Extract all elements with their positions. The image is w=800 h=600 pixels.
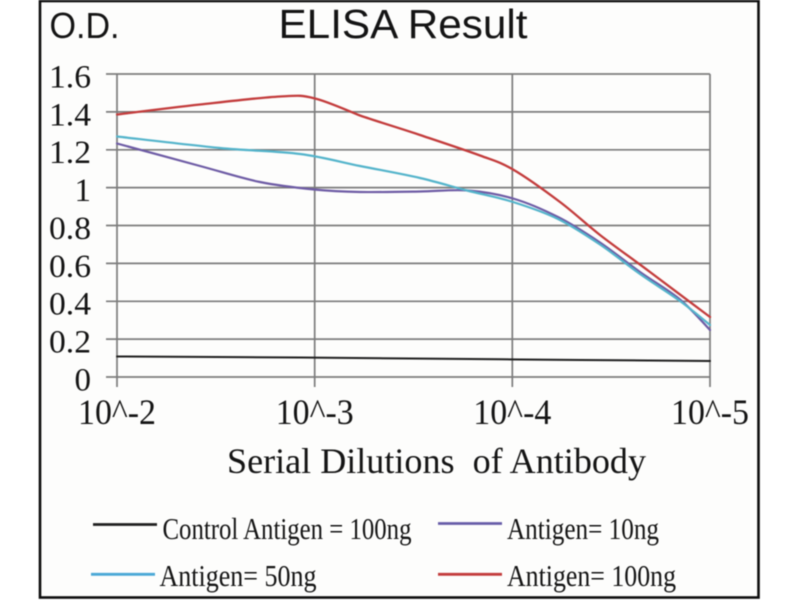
svg-text:1: 1 — [75, 173, 92, 209]
svg-text:O.D.: O.D. — [50, 5, 120, 46]
svg-text:0.2: 0.2 — [49, 325, 91, 361]
svg-text:1.6: 1.6 — [49, 59, 91, 95]
svg-text:Antigen= 10ng: Antigen= 10ng — [507, 511, 659, 546]
svg-text:10^-3: 10^-3 — [276, 392, 354, 432]
svg-text:10^-2: 10^-2 — [78, 392, 156, 432]
svg-text:1.4: 1.4 — [49, 97, 91, 133]
svg-text:10^-4: 10^-4 — [473, 392, 551, 432]
svg-text:1.2: 1.2 — [49, 135, 91, 171]
svg-text:Serial Dilutions of Antibody: Serial Dilutions of Antibody — [227, 441, 646, 481]
svg-text:0: 0 — [75, 362, 92, 398]
svg-text:Antigen= 50ng: Antigen= 50ng — [160, 558, 317, 593]
svg-text:Antigen= 100ng: Antigen= 100ng — [507, 558, 676, 593]
svg-text:ELISA Result: ELISA Result — [279, 1, 529, 47]
svg-text:10^-5: 10^-5 — [671, 392, 749, 432]
svg-text:0.6: 0.6 — [49, 249, 91, 285]
svg-text:Control Antigen = 100ng: Control Antigen = 100ng — [163, 511, 412, 546]
svg-text:0.8: 0.8 — [49, 211, 91, 247]
svg-text:0.4: 0.4 — [49, 287, 91, 323]
